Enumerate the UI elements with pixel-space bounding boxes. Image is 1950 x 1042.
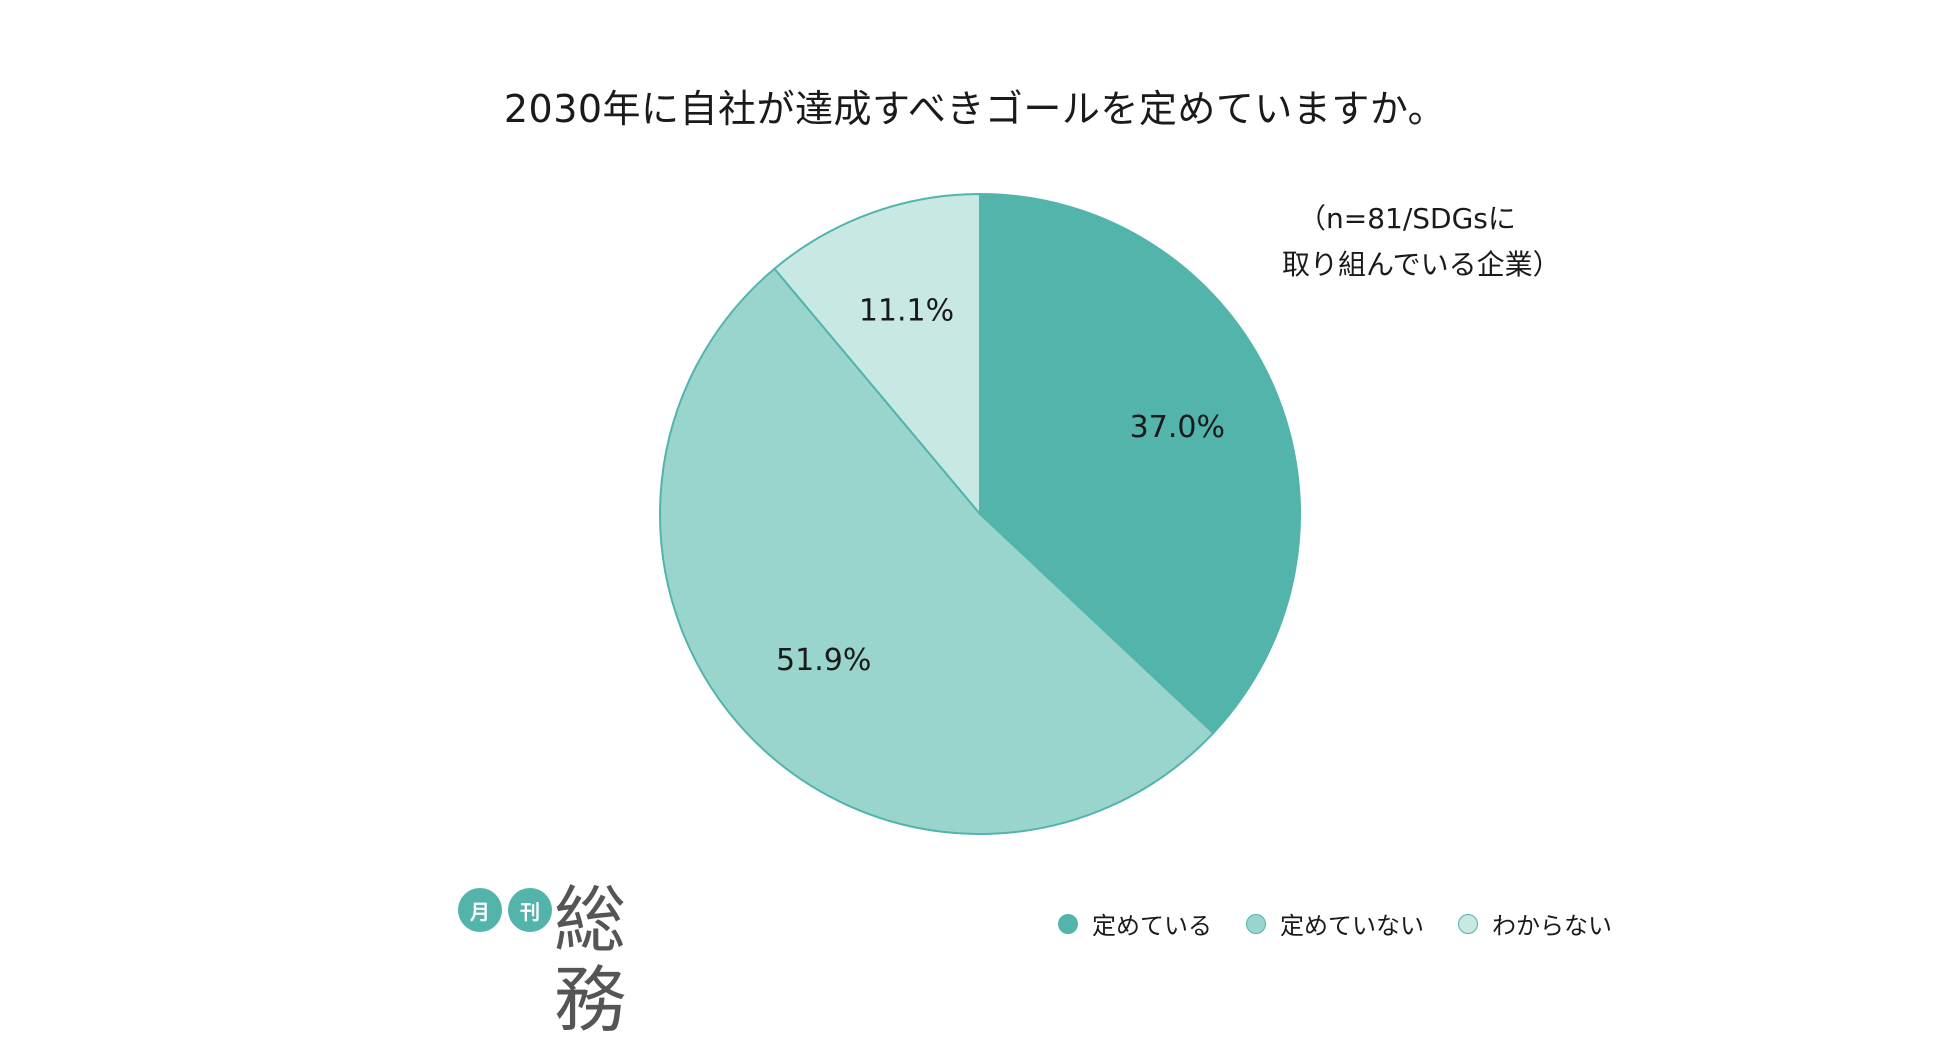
- chart-title: 2030年に自社が達成すべきゴールを定めていますか。: [503, 87, 1447, 131]
- pie-slices: [659, 192, 1301, 835]
- logo-badge-kan: 刊: [508, 888, 552, 932]
- legend-item-1: 定めている: [1058, 906, 1212, 941]
- gekkan-somu-logo: 月 刊 総務: [458, 880, 688, 1040]
- legend-label: わからない: [1492, 912, 1612, 940]
- legend-label: 定めている: [1092, 912, 1212, 940]
- pie-slice-label-2: 51.9%: [776, 643, 871, 678]
- sample-size-note-line-2: 取り組んでいる企業）: [1282, 248, 1561, 281]
- legend-item-2: 定めていない: [1246, 906, 1424, 941]
- pie-slice-2: [659, 267, 1215, 835]
- pie-slice-3: [773, 192, 981, 517]
- sample-size-note-line-1: （n=81/SDGsに: [1298, 202, 1516, 235]
- pie-labels: 37.0% 51.9% 11.1%: [776, 293, 1225, 678]
- pie-slice-label-1: 37.0%: [1130, 410, 1225, 445]
- logo-wordmark: 総務: [554, 878, 626, 1042]
- pie-slice-label-3: 11.1%: [859, 293, 954, 328]
- chart-legend: 定めている 定めていない わからない: [1058, 906, 1646, 941]
- legend-swatch-icon: [1246, 913, 1266, 934]
- pie-slice-1: [979, 192, 1301, 735]
- sample-size-note: （n=81/SDGsに 取り組んでいる企業）: [1282, 196, 1561, 288]
- logo-badge-tsuki: 月: [458, 888, 502, 932]
- legend-item-3: わからない: [1458, 906, 1612, 941]
- legend-label: 定めていない: [1280, 912, 1424, 940]
- legend-swatch-icon: [1458, 913, 1478, 934]
- legend-swatch-icon: [1058, 913, 1078, 934]
